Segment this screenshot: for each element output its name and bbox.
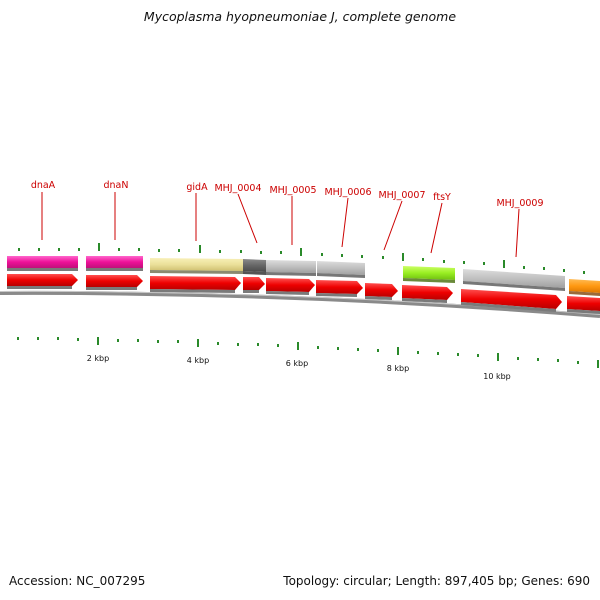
- gene-arrow-MHJ_0005[interactable]: [266, 278, 315, 292]
- feature-MHJ_0005[interactable]: [266, 260, 316, 273]
- gene-label-gidA: gidA: [186, 182, 208, 193]
- map-title: Mycoplasma hyopneumoniae J, complete gen…: [143, 9, 457, 24]
- gene-label-MHJ_0005: MHJ_0005: [269, 185, 316, 196]
- gene-arrow-next[interactable]: [567, 296, 600, 311]
- feature-dnaN[interactable]: [86, 256, 143, 268]
- gene-arrow-MHJ_0009[interactable]: [461, 289, 562, 309]
- outer-ticks: [18, 243, 585, 274]
- genome-backbone: [0, 290, 600, 318]
- scale-label-4kbp: 4 kbp: [187, 356, 209, 365]
- gene-label-dnaN: dnaN: [104, 180, 129, 191]
- scale-label-2kbp: 2 kbp: [87, 354, 109, 363]
- gene-label-dnaA: dnaA: [31, 180, 56, 191]
- scale-label-6kbp: 6 kbp: [286, 359, 308, 368]
- gene-arrow-MHJ_0004[interactable]: [243, 277, 265, 290]
- gene-arrow-ftsY[interactable]: [402, 285, 453, 300]
- gene-arrow-gidA[interactable]: [150, 276, 241, 290]
- gene-arrow-MHJ_0007[interactable]: [365, 283, 398, 297]
- feature-MHJ_0006[interactable]: [317, 261, 365, 275]
- gene-label-ftsY: ftsY: [433, 192, 451, 203]
- inner-ticks: [17, 337, 599, 368]
- scale-labels: 2 kbp 4 kbp 6 kbp 8 kbp 10 kbp: [87, 354, 511, 381]
- gene-arrow-track: [7, 274, 600, 314]
- scale-label-8kbp: 8 kbp: [387, 364, 409, 373]
- feature-next[interactable]: [569, 279, 600, 293]
- gene-label-MHJ_0007: MHJ_0007: [378, 190, 425, 201]
- feature-gidA[interactable]: [150, 258, 243, 271]
- genome-summary-text: Topology: circular; Length: 897,405 bp; …: [283, 574, 590, 588]
- feature-MHJ_0004[interactable]: [243, 259, 266, 272]
- label-leader-lines: [41, 192, 520, 258]
- feature-track: [7, 256, 600, 296]
- feature-dnaA[interactable]: [7, 256, 78, 268]
- accession-text: Accession: NC_007295: [9, 574, 146, 588]
- feature-MHJ_0009[interactable]: [463, 269, 565, 288]
- feature-ftsY[interactable]: [403, 266, 455, 280]
- scale-label-10kbp: 10 kbp: [483, 372, 511, 381]
- gene-arrow-dnaN[interactable]: [86, 275, 143, 287]
- gene-arrow-MHJ_0006[interactable]: [316, 280, 363, 294]
- gene-label-MHJ_0006: MHJ_0006: [324, 187, 371, 198]
- gene-labels: dnaA dnaN gidA MHJ_0004 MHJ_0005 MHJ_000…: [31, 180, 544, 209]
- gene-label-MHJ_0009: MHJ_0009: [496, 198, 543, 209]
- gene-arrow-dnaA[interactable]: [7, 274, 78, 286]
- gene-label-MHJ_0004: MHJ_0004: [214, 183, 261, 194]
